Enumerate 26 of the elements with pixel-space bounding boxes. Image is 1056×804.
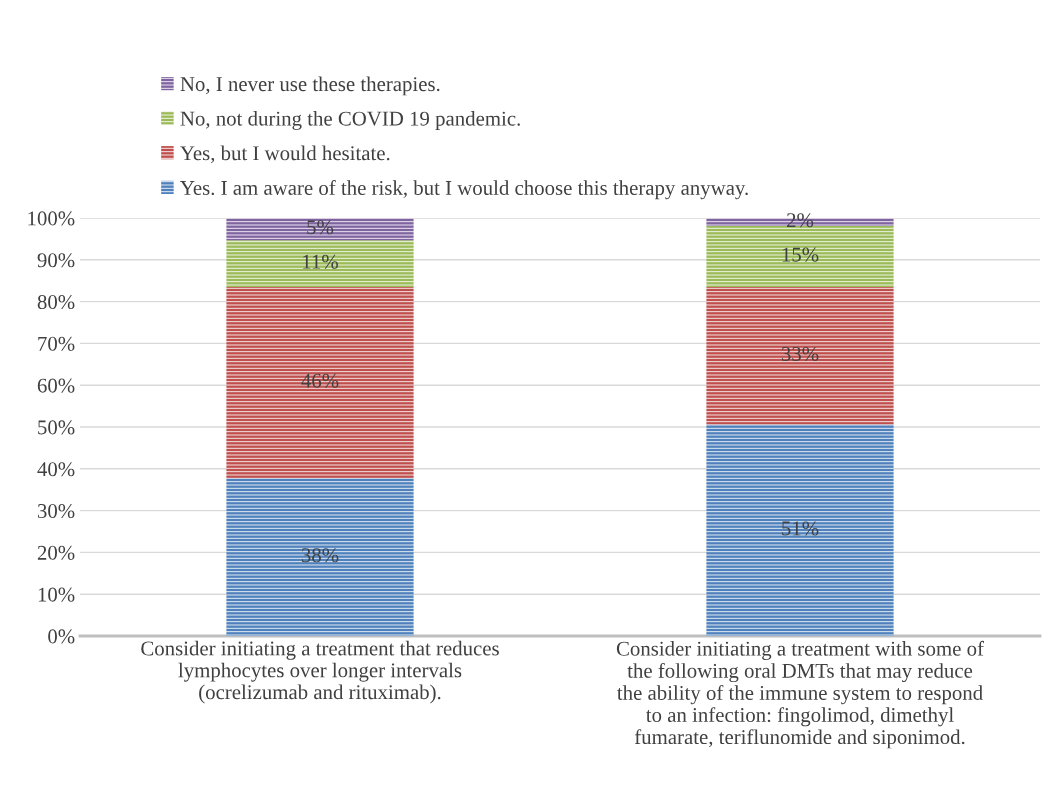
legend-label: No, not during the COVID 19 pandemic. xyxy=(180,110,520,130)
data-label: 11% xyxy=(303,254,338,269)
bar xyxy=(226,218,414,241)
x-tick-label: Consider initiating a treatment that reduces lymphocytes over longer intervals (ocrelizumab and rituximab). xyxy=(141,640,499,704)
y-tick-label: 70% xyxy=(38,336,75,351)
x-tick-label: Consider initiating a treatment with some of the following oral DMTs that may reduce the ability of the immune system to respond to an infection: fingolimod, dimethyl fumarate, teriflunomide and siponimod. xyxy=(616,640,984,749)
y-tick-label: 90% xyxy=(37,253,75,268)
y-tick-label: 100% xyxy=(28,211,75,226)
data-label: 15% xyxy=(782,247,819,262)
bar xyxy=(226,478,414,636)
legend-label: Yes. I am aware of the risk, but I would choose this therapy anyway. xyxy=(180,180,748,200)
y-tick-label: 50% xyxy=(38,420,75,435)
y-tick-label: 20% xyxy=(37,545,75,560)
bar xyxy=(226,286,414,478)
legend-label: No, I never use these therapies. xyxy=(180,76,440,96)
bar xyxy=(706,286,894,425)
bar xyxy=(226,240,414,287)
bar xyxy=(706,424,894,636)
y-tick-label: 10% xyxy=(38,587,75,602)
legend-label: Yes, but I would hesitate. xyxy=(180,145,390,164)
y-tick-label: 80% xyxy=(37,294,75,310)
y-tick-label: 60% xyxy=(37,378,75,393)
y-tick-label: 30% xyxy=(37,503,75,519)
y-tick-label: 0% xyxy=(48,629,75,644)
data-label: 5% xyxy=(307,220,334,235)
y-tick-label: 40% xyxy=(37,462,75,477)
